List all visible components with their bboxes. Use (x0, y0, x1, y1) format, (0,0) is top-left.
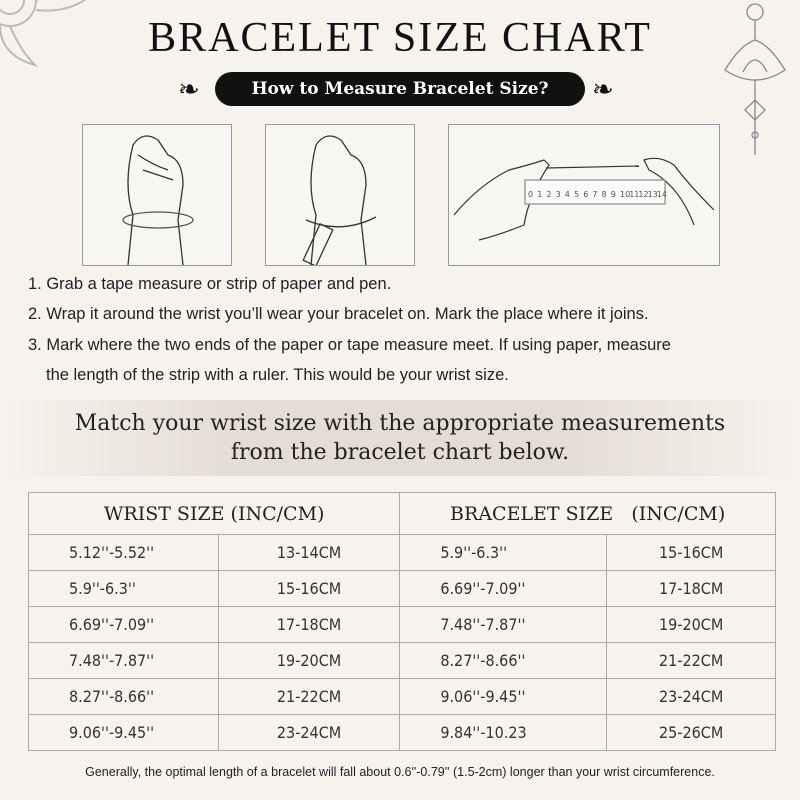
wrist-cm-cell: 21-22CM (217, 678, 401, 715)
ruler-number: 11 (629, 190, 639, 199)
table-row: 5.9''-6.3'' 15-16CM 6.69''-7.09'' 17-18CM (28, 570, 776, 607)
ruler-number: 13 (648, 190, 658, 199)
wrist-cm-cell: 23-24CM (217, 714, 401, 751)
bracelet-inches-cell: 8.27''-8.66'' (399, 642, 608, 679)
ruler-number: 1 (537, 190, 542, 199)
instruction-step-3: 3. Mark where the two ends of the paper … (28, 336, 671, 354)
wrist-inches-cell: 5.12''-5.52'' (28, 534, 219, 571)
bracelet-cm-cell: 25-26CM (606, 714, 776, 751)
size-chart-table: WRIST SIZE (INC/CM) BRACELET SIZE (INC/C… (27, 492, 776, 751)
instruction-step-2: 2. Wrap it around the wrist you’ll wear … (28, 305, 649, 323)
mandala-ornament-icon (0, 0, 87, 68)
wrist-inches-cell: 8.27''-8.66'' (28, 678, 219, 715)
page-title: BRACELET SIZE CHART (148, 15, 652, 61)
bracelet-size-header: BRACELET SIZE (INC/CM) (399, 492, 776, 535)
ruler-number: 6 (583, 190, 588, 199)
match-text-line-2: from the bracelet chart below. (230, 440, 570, 465)
ruler-number: 7 (592, 190, 597, 199)
hands-with-ruler-icon: 0 1 2 3 4 5 6 7 8 9 10 11 12 13 14 (453, 157, 715, 241)
ruler-number: 0 (528, 190, 533, 199)
bracelet-cm-cell: 17-18CM (606, 570, 776, 607)
bracelet-cm-cell: 23-24CM (606, 678, 776, 715)
instruction-step-1: 1. Grab a tape measure or strip of paper… (28, 275, 392, 293)
wrist-cm-cell: 15-16CM (217, 570, 401, 607)
table-row: 8.27''-8.66'' 21-22CM 9.06''-9.45'' 23-24CM (28, 678, 776, 715)
instruction-step-3-continued: the length of the strip with a ruler. Th… (46, 366, 509, 384)
ruler-number: 12 (638, 190, 648, 199)
lotus-hanging-ornament-icon (724, 3, 786, 155)
wrist-inches-cell: 9.06''-9.45'' (28, 714, 219, 751)
bracelet-inches-cell: 7.48''-7.87'' (399, 606, 608, 643)
wrist-inches-cell: 7.48''-7.87'' (28, 642, 219, 679)
table-row: 6.69''-7.09'' 17-18CM 7.48''-7.87'' 19-20CM (28, 606, 776, 643)
match-text-line-1: Match your wrist size with the appropria… (74, 411, 726, 436)
right-swirl-ornament-icon: ❧ (592, 74, 614, 104)
mark-wrist-illustration (265, 124, 415, 267)
ruler-number: 9 (611, 190, 616, 199)
bracelet-inches-cell: 6.69''-7.09'' (399, 570, 608, 607)
table-row: 7.48''-7.87'' 19-20CM 8.27''-8.66'' 21-22CM (28, 642, 776, 679)
bracelet-cm-cell: 19-20CM (606, 606, 776, 643)
match-instruction-banner: Match your wrist size with the appropria… (0, 400, 800, 476)
bracelet-inches-cell: 5.9''-6.3'' (399, 534, 608, 571)
wrist-size-header: WRIST SIZE (INC/CM) (27, 492, 401, 535)
left-swirl-ornament-icon: ❧ (178, 74, 200, 104)
bracelet-cm-cell: 15-16CM (606, 534, 776, 571)
ruler-number: 10 (620, 190, 630, 199)
wrist-cm-cell: 19-20CM (217, 642, 401, 679)
bracelet-cm-cell: 21-22CM (606, 642, 776, 679)
wrist-cm-cell: 17-18CM (217, 606, 401, 643)
ruler-number: 3 (556, 190, 561, 199)
wrist-inches-cell: 6.69''-7.09'' (28, 606, 219, 643)
bracelet-inches-cell: 9.06''-9.45'' (399, 678, 608, 715)
hand-with-pen-icon (302, 135, 377, 267)
ruler-number: 8 (602, 190, 607, 199)
ruler-number: 4 (565, 190, 570, 199)
table-row: 5.12''-5.52'' 13-14CM 5.9''-6.3'' 15-16CM (28, 534, 776, 571)
wrap-wrist-illustration (82, 124, 232, 266)
table-header-row: WRIST SIZE (INC/CM) BRACELET SIZE (INC/C… (27, 492, 776, 535)
ruler-number: 2 (546, 190, 551, 199)
subtitle-banner: How to Measure Bracelet Size? (215, 72, 585, 106)
wrist-inches-cell: 5.9''-6.3'' (28, 570, 219, 607)
bracelet-inches-cell: 9.84''-10.23 (399, 714, 608, 751)
table-row: 9.06''-9.45'' 23-24CM 9.84''-10.23 25-26CM (28, 714, 776, 751)
wrist-cm-cell: 13-14CM (217, 534, 401, 571)
ruler-measure-illustration: 0 1 2 3 4 5 6 7 8 9 10 11 12 13 14 (448, 124, 720, 266)
footnote: Generally, the optimal length of a brace… (85, 765, 715, 779)
ruler-number: 5 (574, 190, 579, 199)
ruler-number: 14 (657, 190, 667, 199)
hand-with-tape-icon (122, 135, 194, 266)
